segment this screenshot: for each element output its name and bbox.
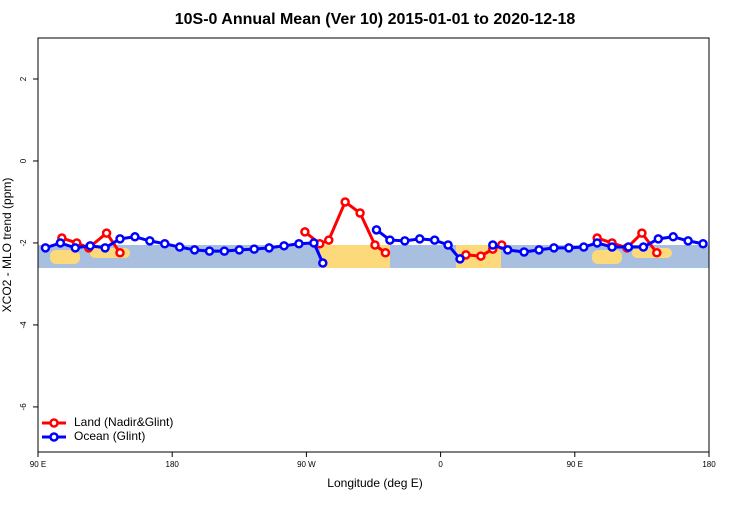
- point: [534, 245, 544, 255]
- point: [414, 234, 425, 244]
- point: [300, 227, 310, 237]
- point: [564, 243, 574, 253]
- point: [637, 228, 647, 238]
- x-tick-label: 0: [438, 460, 443, 469]
- point: [683, 236, 693, 246]
- point: [455, 254, 465, 264]
- point: [592, 238, 602, 248]
- legend-marker: [49, 432, 59, 442]
- x-tick-label: 90 W: [297, 460, 316, 469]
- point: [461, 250, 471, 260]
- point: [488, 240, 498, 250]
- point: [174, 242, 185, 252]
- point: [607, 242, 617, 252]
- point: [115, 248, 125, 258]
- point: [294, 239, 304, 249]
- point: [318, 258, 328, 268]
- point: [264, 243, 274, 253]
- x-tick-label: 90 E: [567, 460, 583, 469]
- point: [101, 228, 112, 238]
- y-tick-label: -4: [19, 321, 28, 329]
- x-tick-label: 90 E: [30, 460, 46, 469]
- point: [249, 244, 259, 254]
- x-tick-label: 180: [702, 460, 716, 469]
- y-tick-label: 2: [19, 76, 28, 81]
- point: [653, 234, 664, 244]
- point: [100, 243, 110, 253]
- point: [324, 235, 334, 245]
- point: [380, 248, 391, 258]
- point: [443, 240, 453, 250]
- point: [159, 239, 170, 249]
- point: [429, 235, 440, 245]
- point: [502, 245, 513, 255]
- point: [145, 236, 155, 246]
- point: [219, 246, 230, 256]
- y-tick-label: -2: [19, 239, 28, 247]
- y-tick-label: 0: [19, 158, 28, 163]
- legend-label: Ocean (Glint): [74, 429, 145, 443]
- point: [623, 242, 634, 252]
- point: [578, 242, 589, 252]
- x-tick-label: 180: [166, 460, 180, 469]
- point: [476, 251, 486, 261]
- point: [355, 208, 365, 218]
- point: [70, 243, 81, 253]
- point: [40, 243, 51, 253]
- point: [370, 240, 380, 250]
- legend-label: Land (Nadir&Glint): [74, 415, 173, 429]
- point: [652, 248, 662, 258]
- y-tick-label: -6: [19, 403, 28, 411]
- plot-frame: [37, 37, 710, 453]
- point: [85, 241, 95, 251]
- chart-title: 10S-0 Annual Mean (Ver 10) 2015-01-01 to…: [175, 11, 576, 28]
- point: [234, 245, 245, 255]
- point: [638, 242, 649, 252]
- point: [698, 239, 708, 249]
- legend-marker: [49, 418, 59, 428]
- point: [519, 247, 529, 257]
- point: [400, 236, 410, 246]
- point: [55, 238, 66, 248]
- point: [549, 243, 559, 253]
- point: [189, 245, 200, 255]
- point: [204, 246, 215, 256]
- point: [115, 234, 125, 244]
- point: [371, 225, 382, 235]
- y-axis-label: XCO2 - MLO trend (ppm): [0, 178, 14, 313]
- point: [130, 232, 140, 242]
- point: [279, 241, 289, 251]
- point: [340, 197, 350, 207]
- point: [668, 232, 678, 242]
- x-axis-label: Longitude (deg E): [327, 476, 422, 490]
- point: [309, 238, 319, 248]
- point: [385, 235, 395, 245]
